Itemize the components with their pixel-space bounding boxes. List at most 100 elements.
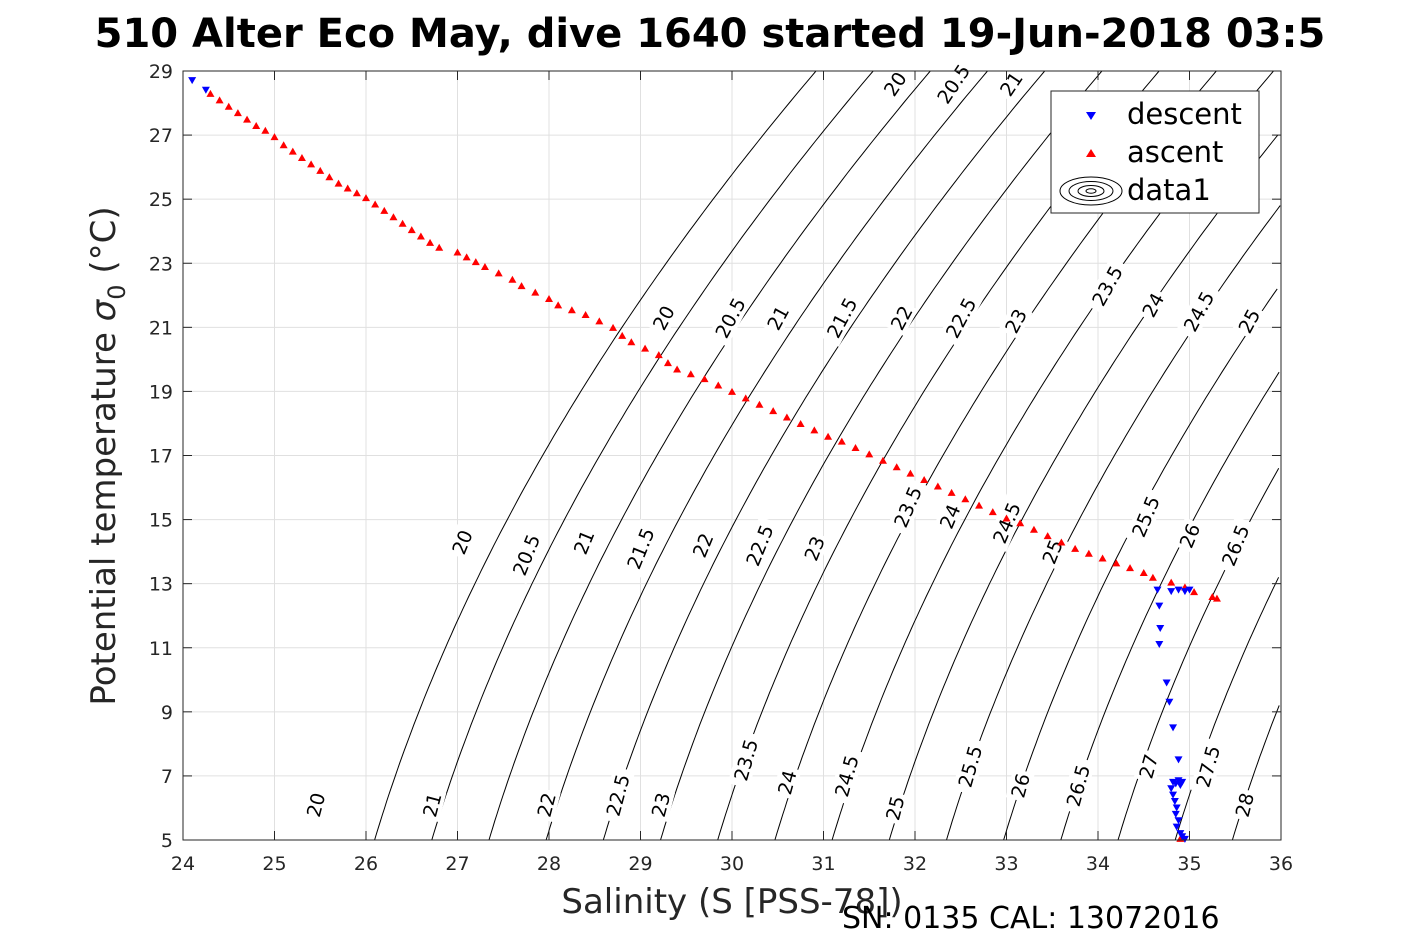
ascent-point [1098, 554, 1107, 562]
descent-point [1174, 586, 1183, 594]
contour-label: 22.5 [742, 522, 778, 569]
contour-label: 27.5 [1192, 743, 1225, 790]
ascent-point [796, 419, 805, 427]
y-axis-label: Potential temperature σ0 (°C) [84, 206, 131, 705]
ascent-point [307, 160, 316, 168]
ascent-point [728, 387, 736, 395]
legend-ascent-label: ascent [1127, 135, 1223, 169]
contour-label: 22.5 [603, 772, 635, 819]
descent-point [1169, 791, 1178, 799]
contour-label-bg [1232, 302, 1266, 340]
ascent-point [1208, 592, 1217, 600]
x-tick-label: 34 [1086, 853, 1110, 875]
y-tick-label: 15 [149, 510, 173, 532]
ascent-point [975, 501, 984, 509]
contour-label-bg [819, 288, 865, 347]
ascent-point [824, 432, 833, 440]
ascent-point [581, 311, 590, 319]
ascent-point [837, 437, 846, 445]
contour-label-bg [301, 787, 331, 823]
contour-label-bg [772, 764, 802, 800]
contour-label-bg [985, 493, 1028, 552]
contour-label-bg [880, 790, 910, 826]
contour-label-bg [929, 55, 978, 113]
ascent-point [700, 375, 709, 383]
contour-label-bg [760, 299, 795, 337]
ascent-point [334, 179, 343, 187]
y-tick-label: 25 [149, 189, 173, 211]
descent-point [1162, 679, 1171, 687]
descent-point [1185, 586, 1194, 594]
contour-label-bg [1214, 516, 1256, 575]
descent-point [1172, 823, 1181, 831]
contour-label-bg [884, 299, 919, 337]
descent-point [201, 86, 210, 94]
legend: descent ascent data1 [1050, 90, 1260, 214]
contour-label-bg [828, 746, 865, 805]
y-tick-label: 13 [149, 574, 173, 596]
density-contour-line [1231, 705, 1280, 841]
ascent-point [1071, 544, 1080, 552]
ascent-point [316, 166, 325, 174]
descent-point [1167, 588, 1176, 596]
ascent-point [261, 126, 270, 134]
contour-label: 23.5 [890, 483, 927, 531]
contour-label-bg [686, 527, 719, 564]
ascent-point [654, 351, 663, 359]
contour-label-bg [1084, 256, 1130, 315]
ascent-point [567, 306, 576, 314]
contour-label: 23.5 [730, 737, 763, 784]
legend-box [1050, 90, 1260, 214]
y-axis-label-text: Potential temperature [84, 321, 124, 705]
ascent-point [206, 89, 215, 97]
ascent-point [1212, 594, 1221, 602]
contour-label-bg [952, 737, 988, 796]
contour-label-bg [938, 288, 984, 347]
contour-label-bg [993, 65, 1029, 103]
ascent-point [1057, 538, 1066, 546]
contour-label: 25.5 [955, 743, 988, 790]
density-contour-line [1174, 577, 1280, 841]
ascent-point [416, 232, 425, 240]
contour-label-bg [1176, 282, 1222, 341]
ascent-point [1016, 519, 1025, 527]
contour-label: 20 [880, 68, 912, 100]
chart-title: 510 Alter Eco May, dive 1640 started 19-… [95, 11, 1326, 57]
descent-point [188, 77, 197, 85]
density-contour-line [374, 70, 817, 841]
contour-label-bg [739, 516, 780, 575]
ascent-point [343, 184, 352, 192]
legend-ascent-marker [1086, 149, 1096, 157]
density-contour-line [602, 70, 1046, 841]
x-axis-ticks: 24 25 26 27 28 29 30 31 32 33 34 35 36 [171, 71, 1293, 875]
x-tick-label: 33 [994, 853, 1018, 875]
y-tick-label: 27 [149, 125, 173, 147]
density-contour-line [488, 70, 931, 841]
ascent-point [279, 141, 288, 149]
ascent-point [769, 407, 778, 415]
contour-label-bg [1060, 756, 1096, 815]
contour-label: 21 [996, 68, 1028, 100]
ascent-point [1084, 549, 1093, 557]
legend-contour-icon [1059, 176, 1123, 206]
x-tick-label: 27 [445, 853, 469, 875]
contour-label: 21.5 [623, 525, 659, 572]
ascent-point [1029, 525, 1038, 533]
descent-point [1180, 588, 1189, 596]
ascent-point [741, 394, 750, 402]
ascent-point [407, 226, 416, 234]
ascent-point [920, 476, 929, 484]
ascent-point [1139, 568, 1148, 576]
contour-label-bg [933, 498, 966, 535]
contour-label-bg [727, 730, 764, 789]
y-tick-label: 19 [149, 381, 173, 403]
footer-serial-calibration: SN: 0135 CAL: 13072016 [842, 901, 1220, 936]
ascent-point [398, 219, 407, 227]
ascent-point [494, 269, 503, 277]
contour-label-bg [620, 519, 661, 578]
ascent-point [270, 133, 279, 141]
descent-point [1174, 756, 1183, 764]
descent-point [1156, 625, 1165, 633]
ascent-point [906, 469, 915, 477]
contour-label: 20.5 [509, 531, 545, 578]
